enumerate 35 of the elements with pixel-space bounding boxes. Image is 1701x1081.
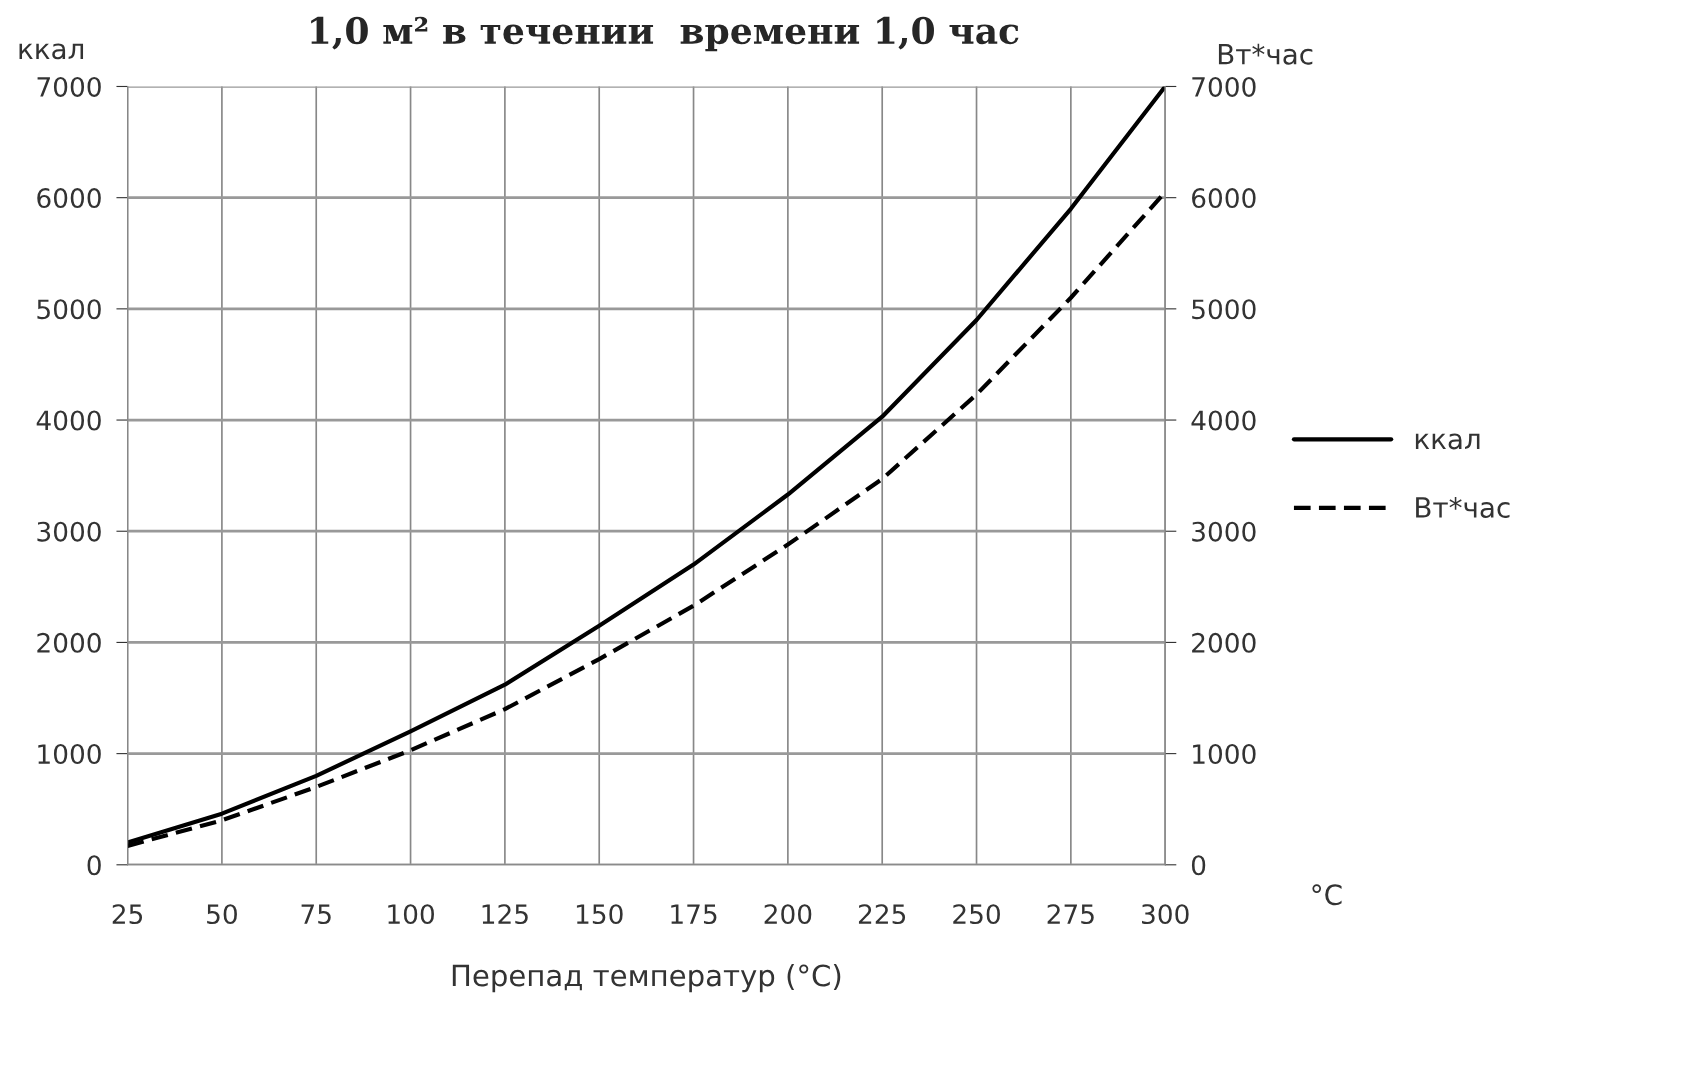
x-tick-label: 225 [858,904,906,925]
y-tick-label: 6000 [37,188,101,209]
y2-tick-label: 3000 [1192,521,1256,542]
legend-label: ккал [1415,433,1480,450]
y2-tick-label: 7000 [1192,76,1256,97]
x-tick-label: 300 [1142,904,1189,925]
text: °C [1312,884,1342,906]
x-tick-label: 125 [482,904,528,925]
x-tick-label: 200 [764,904,812,925]
x-tick-label: 50 [207,904,237,925]
x-tick-label: 25 [112,904,143,925]
y-tick-label: 0 [87,855,101,876]
y2-tick-label: 4000 [1191,410,1256,431]
y2-tick-label: 1000 [1193,744,1256,765]
y2-tick-label: 5000 [1192,299,1256,320]
x-tick-label: 275 [1047,904,1094,925]
y-tick-label: 7000 [37,76,101,97]
x-tick-label: 75 [301,904,331,925]
y2-tick-label: 0 [1191,855,1206,876]
x-axis-title: Перепад температур (°C) [452,963,841,993]
y-tick-label: 2000 [37,632,101,653]
y2-axis-title: Вт*час [1218,43,1313,65]
legend-label: Вт*час [1416,496,1510,518]
x-tick-label: 100 [388,904,434,925]
y-tick-label: 4000 [36,410,101,431]
x-tick-label: 250 [953,904,1000,925]
y2-tick-label: 2000 [1192,632,1256,653]
x-tick-label: 150 [576,904,623,925]
y-tick-label: 5000 [37,299,101,320]
y2-tick-label: 6000 [1192,188,1256,209]
y-tick-label: 3000 [37,521,101,542]
chart-title: 1,0 м² в течении времени 1,0 час [311,16,1019,52]
y-tick-label: 1000 [38,744,101,765]
y-axis-title: ккал [19,43,84,60]
x-tick-label: 175 [671,904,717,925]
